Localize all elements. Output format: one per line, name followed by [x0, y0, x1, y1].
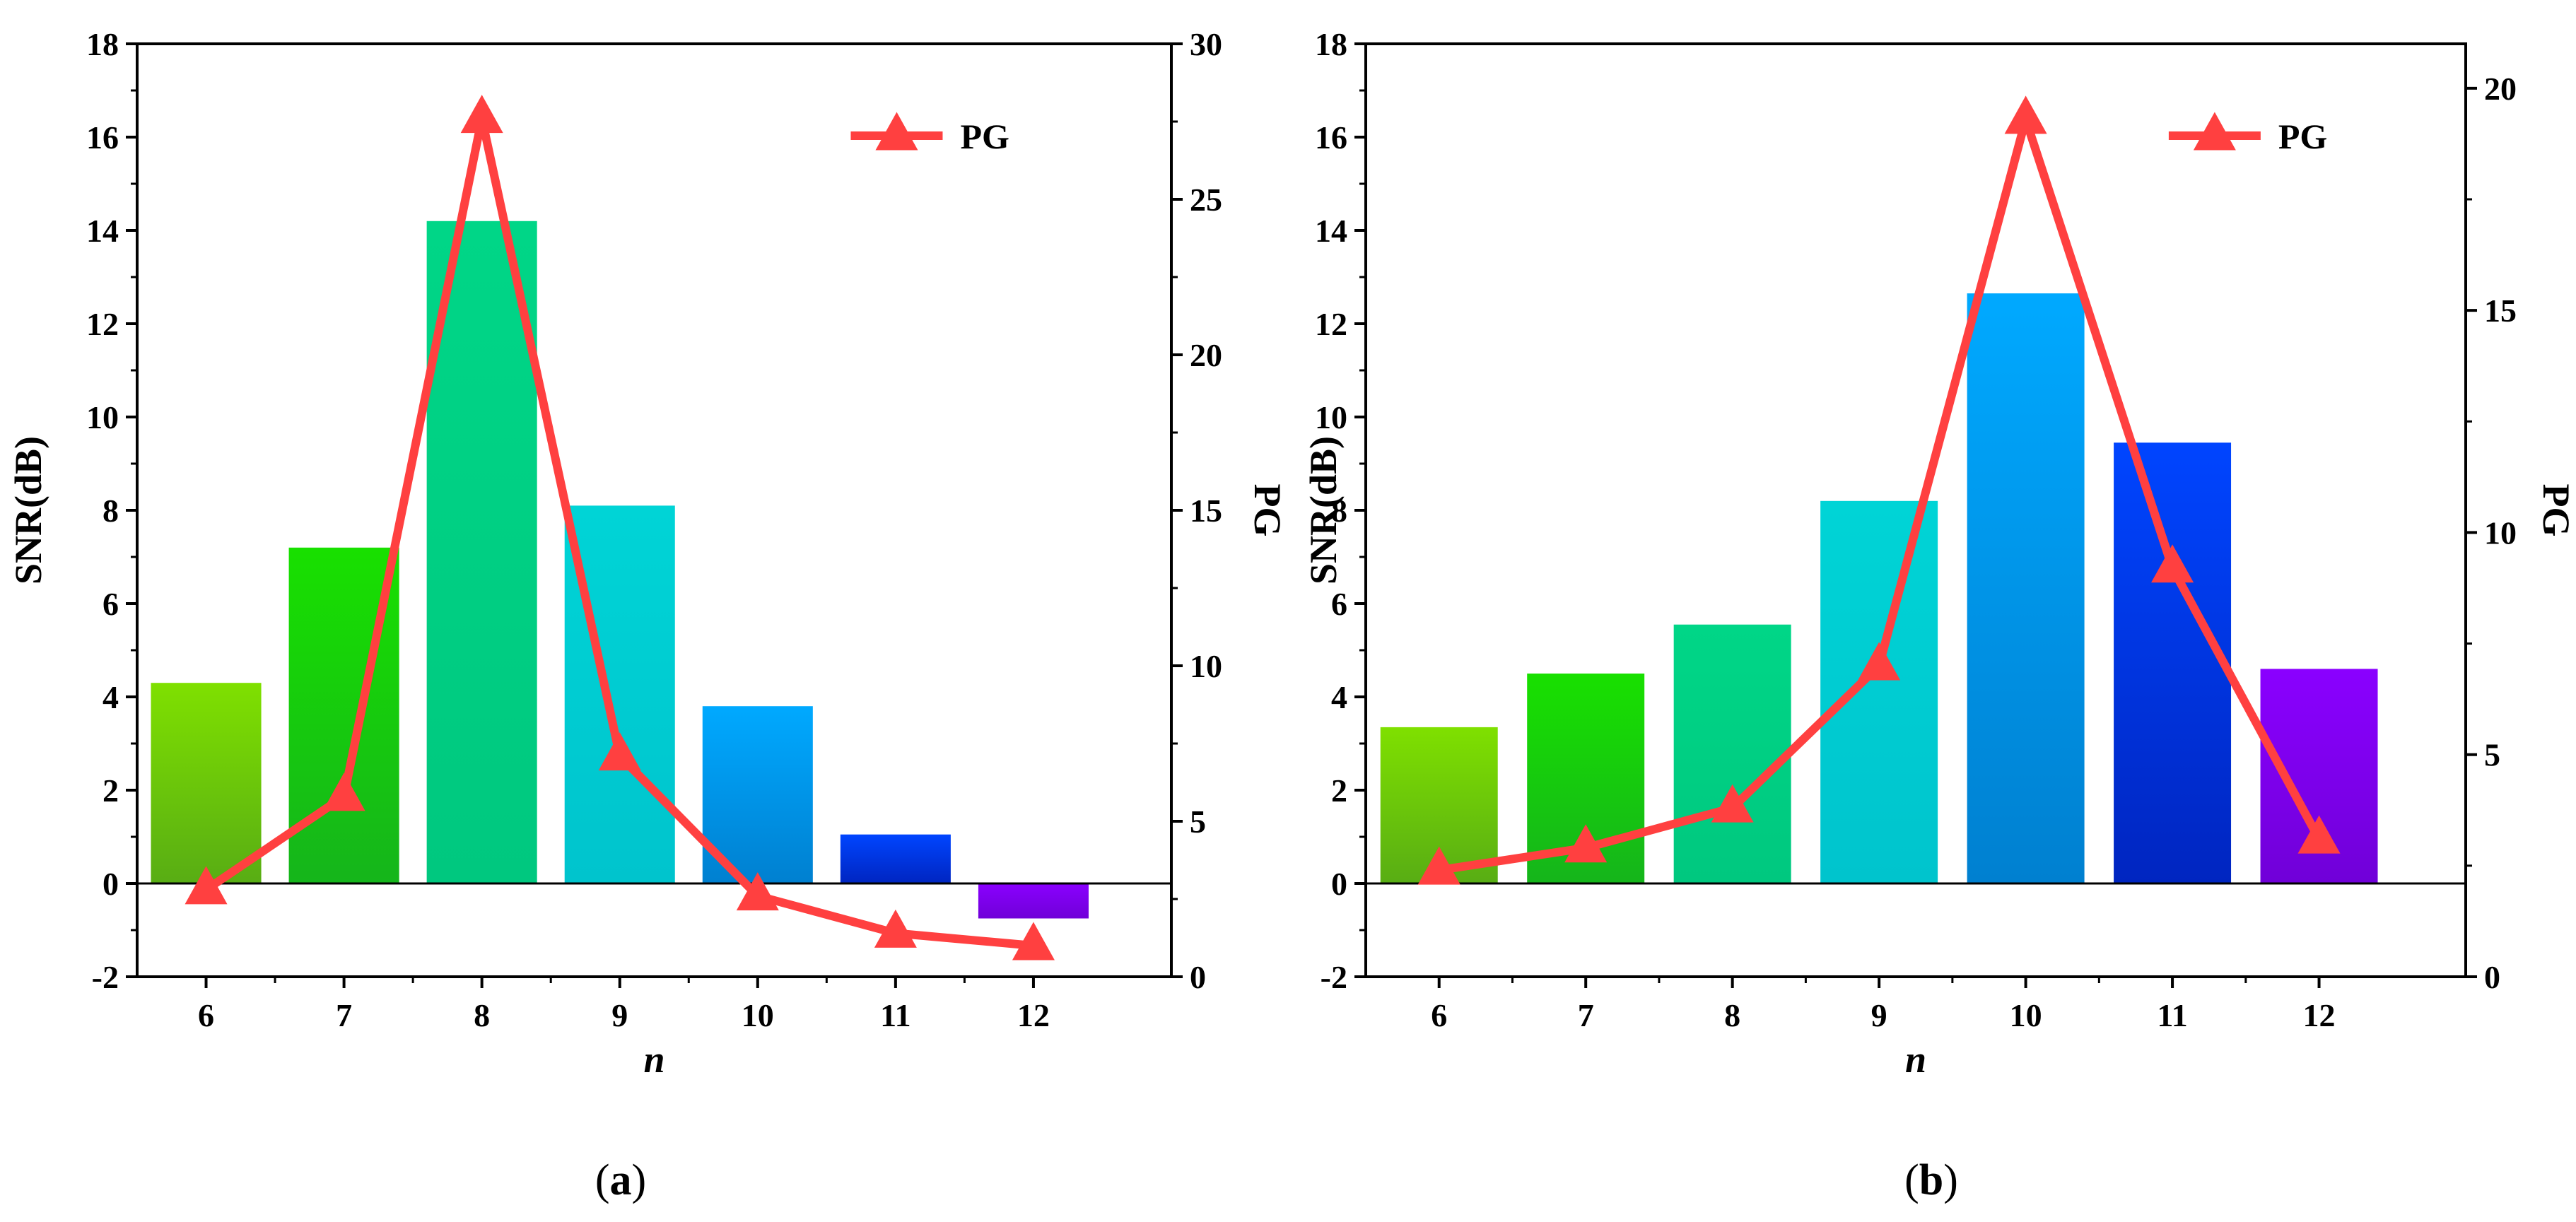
pg-marker-7	[1564, 824, 1608, 863]
bar-11	[840, 834, 951, 883]
y-tick-label: 4	[103, 679, 119, 715]
y2-axis-title: PG	[2535, 484, 2576, 537]
y-tick-label: 10	[1315, 399, 1347, 435]
y-tick-label: -2	[92, 959, 119, 995]
y-tick-label: 14	[1315, 213, 1347, 249]
y2-tick-label: 20	[2484, 71, 2517, 107]
pg-marker-6	[185, 866, 228, 905]
bar-8	[426, 221, 537, 883]
y2-tick-label: 25	[1190, 182, 1222, 218]
pg-marker-6	[1417, 846, 1460, 885]
y2-tick-label: 5	[2484, 737, 2500, 773]
pg-marker-10	[2004, 95, 2047, 134]
y-tick-label: 8	[1331, 493, 1347, 529]
x-tick-label: 6	[198, 997, 214, 1033]
y-tick-label: -2	[1321, 959, 1347, 995]
x-tick-label: 7	[1578, 997, 1594, 1033]
bar-10	[1967, 293, 2085, 884]
y-tick-label: 6	[1331, 586, 1347, 622]
x-tick-label: 10	[2010, 997, 2042, 1033]
chart-panel-a: -2 0 2 4 6 8 10 12 14 16 18 0 5 10 15 20 25 30 6 7 8 9 10 11 12 n…	[7, 26, 1289, 1204]
y2-tick-label: 0	[2484, 959, 2500, 995]
pg-marker-9	[1858, 642, 1901, 681]
y-tick-label: 0	[1331, 866, 1347, 902]
legend-marker	[875, 112, 918, 151]
y2-tick-label: 10	[1190, 648, 1222, 684]
y-tick-label: 2	[1331, 772, 1347, 809]
pg-marker-12	[1012, 922, 1055, 960]
pg-marker-11	[2151, 544, 2194, 583]
legend-label: PG	[2278, 117, 2327, 156]
x-tick-label: 8	[474, 997, 490, 1033]
x-tick-label: 12	[1017, 997, 1050, 1033]
bar-12	[978, 883, 1089, 919]
x-tick-label: 11	[2157, 997, 2187, 1033]
legend-label: PG	[960, 117, 1009, 156]
x-tick-label: 9	[1871, 997, 1887, 1033]
y2-tick-label: 15	[1190, 493, 1222, 529]
y-axis-title: SNR(dB)	[7, 436, 49, 584]
pg-marker-12	[2297, 815, 2341, 854]
y2-tick-label: 5	[1190, 804, 1206, 840]
x-tick-label: 6	[1431, 997, 1447, 1033]
y-tick-label: 16	[1315, 119, 1347, 155]
bar-11	[2114, 442, 2232, 883]
y-tick-label: 16	[86, 119, 119, 155]
y-tick-label: 2	[103, 772, 119, 809]
pg-marker-10	[736, 872, 779, 911]
pg-marker-8	[460, 95, 503, 134]
y2-tick-label: 20	[1190, 337, 1222, 373]
bar-9	[1820, 500, 1938, 883]
chart-panel-b: -2 0 2 4 6 8 10 12 14 16 18 0 5 10 15 20 6 7 8 9 10 11 12 n SNR(…	[1302, 26, 2576, 1204]
panel-caption: (b)	[1904, 1156, 1958, 1204]
y2-tick-label: 15	[2484, 293, 2517, 329]
y2-tick-label: 0	[1190, 959, 1206, 995]
pg-marker-7	[322, 772, 365, 811]
y-tick-label: 18	[86, 26, 119, 62]
panel-caption: (a)	[595, 1156, 646, 1204]
pg-marker-8	[1711, 784, 1754, 823]
legend-marker	[2193, 112, 2236, 151]
y-tick-label: 12	[1315, 306, 1347, 342]
y-tick-label: 6	[103, 586, 119, 622]
x-tick-label: 8	[1724, 997, 1740, 1033]
x-tick-label: 12	[2303, 997, 2336, 1033]
y-tick-label: 18	[1315, 26, 1347, 62]
x-tick-label: 7	[336, 997, 352, 1033]
y-axis-title: SNR(dB)	[1302, 436, 1345, 584]
y2-tick-label: 30	[1190, 26, 1222, 62]
bar-8	[1673, 624, 1791, 883]
x-axis-title: n	[643, 1038, 665, 1081]
y-tick-label: 10	[86, 399, 119, 435]
pg-marker-9	[598, 732, 641, 771]
x-axis-title: n	[1905, 1038, 1926, 1081]
y-tick-label: 8	[103, 493, 119, 529]
pg-marker-11	[874, 909, 917, 948]
y-tick-label: 14	[86, 213, 119, 249]
y-tick-label: 4	[1331, 679, 1347, 715]
y-tick-label: 12	[86, 306, 119, 342]
y2-axis-title: PG	[1246, 484, 1289, 537]
x-tick-label: 9	[611, 997, 628, 1033]
bar-6	[151, 683, 262, 883]
x-tick-label: 11	[880, 997, 911, 1033]
y-tick-label: 0	[103, 866, 119, 902]
y2-tick-label: 10	[2484, 515, 2517, 551]
x-tick-label: 10	[742, 997, 774, 1033]
